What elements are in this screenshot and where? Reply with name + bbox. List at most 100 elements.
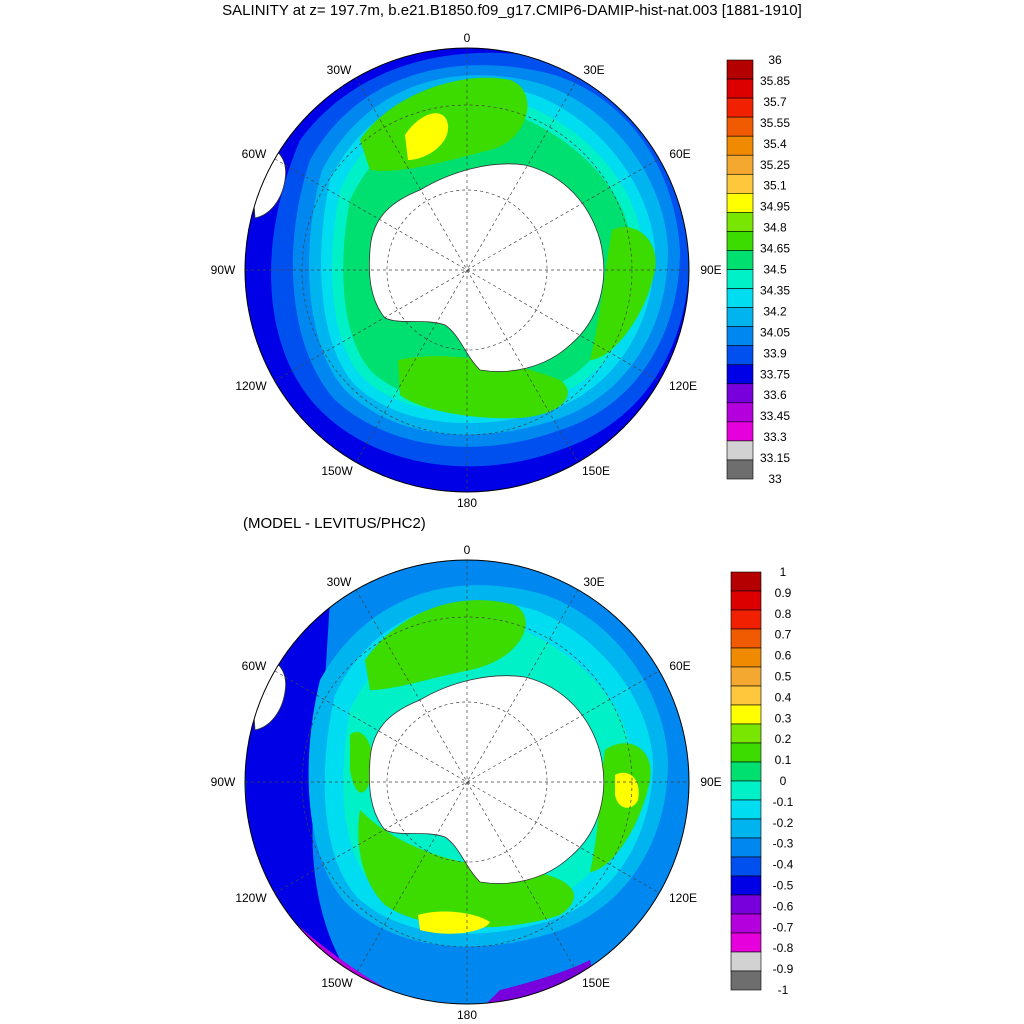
lon-label: 150W [321,464,353,478]
colorbar-swatch [726,288,754,308]
lon-label: 60W [242,147,267,161]
colorbar-swatch [730,970,762,991]
colorbar-swatch [730,666,762,687]
colorbar-label: -1 [778,983,789,997]
colorbar-label: 33.75 [760,367,790,381]
colorbar-label: 35.55 [760,116,790,130]
colorbar-label: -0.7 [773,920,794,934]
lon-label: 120E [669,379,697,393]
colorbar-swatch [730,590,762,611]
colorbar-swatch [730,761,762,782]
colorbar-swatch [730,913,762,934]
colorbar-label: 34.35 [760,283,790,297]
colorbar-label: 33.3 [763,430,787,444]
colorbar-swatch [730,856,762,877]
colorbar-label: 0.6 [775,649,792,663]
difference-map-panel: 0 30E 60E 90E 120E 150E 180 150W 120W 90… [211,543,794,1022]
salinity-field [245,48,689,492]
colorbar-label: 35.4 [763,137,787,151]
lon-label: 0 [464,31,471,45]
lon-label: 90E [700,263,721,277]
colorbar-swatch [726,383,754,404]
colorbar-label: 34.05 [760,325,790,339]
colorbar-swatch [730,609,762,630]
lon-label: 60W [242,659,267,673]
lon-label: 150E [582,464,610,478]
colorbar-swatch [726,250,754,270]
colorbar-swatch [726,78,754,99]
colorbar-label: 33.15 [760,451,790,465]
colorbar-swatch [730,647,762,668]
lon-label: 150E [582,976,610,990]
lon-label: 150W [321,976,353,990]
colorbar-label: -0.3 [773,837,794,851]
colorbar-swatch [726,345,754,366]
colorbar-label: 0 [780,774,787,788]
colorbar-swatch [730,818,762,839]
longitude-labels: 0 30E 60E 90E 120E 150E 180 150W 120W 90… [211,543,722,1022]
longitude-labels: 0 30E 60E 90E 120E 150E 180 150W 120W 90… [211,31,722,510]
colorbar-swatch [730,685,762,706]
colorbar-swatch [726,307,754,327]
colorbar-label: 34.95 [760,200,790,214]
colorbar-swatch [726,231,754,251]
colorbar-swatch [726,364,754,385]
colorbar-label: 34.2 [763,304,787,318]
colorbar-swatch [726,59,754,80]
lon-label: 180 [457,1008,477,1022]
colorbar-swatch [730,951,762,972]
colorbar-swatch [726,326,754,346]
lon-label: 60E [669,147,690,161]
colorbar-swatch [726,154,754,175]
colorbar-swatch [730,932,762,953]
colorbar-label: 0.8 [775,607,792,621]
colorbar-label: -0.8 [773,941,794,955]
colorbar-label: 35.25 [760,158,790,172]
colorbar-swatch [726,212,754,232]
colorbar-label: 0.1 [775,753,792,767]
figure-title: SALINITY at z= 197.7m, b.e21.B1850.f09_g… [222,2,802,19]
colorbar-swatch [730,704,762,725]
colorbar-label: 33.45 [760,409,790,423]
colorbar-label: -0.4 [773,858,794,872]
colorbar-swatch [726,459,754,480]
colorbar-label: 33.9 [763,346,787,360]
colorbar-swatch [730,875,762,896]
lon-label: 90E [700,775,721,789]
colorbar-swatch [726,173,754,194]
colorbar-label: -0.9 [773,962,794,976]
colorbar-swatch [726,193,754,213]
colorbar-swatch [730,723,762,744]
colorbar-label: -0.2 [773,816,794,830]
lon-label: 0 [464,543,471,557]
colorbar-label: -0.6 [773,899,794,913]
lon-label: 180 [457,496,477,510]
lon-label: 30E [583,63,604,77]
colorbar-swatch [726,269,754,289]
colorbar-swatch [726,421,754,442]
lon-label: 60E [669,659,690,673]
colorbar-label: 35.85 [760,74,790,88]
lon-label: 90W [211,775,236,789]
lon-label: 30E [583,575,604,589]
colorbar-label: 0.9 [775,586,792,600]
salinity-map-panel: 0 30E 60E 90E 120E 150E 180 150W 120W 90… [211,31,791,510]
colorbar-swatch [730,894,762,915]
colorbar-label: 33.6 [763,388,787,402]
colorbar-swatch [730,837,762,858]
colorbar-label: 36 [768,53,782,67]
colorbar-label: 34.5 [763,263,787,277]
colorbar-swatch [726,402,754,423]
colorbar-label: 33 [768,472,782,486]
colorbar-swatch [730,742,762,763]
lon-label: 30W [327,575,352,589]
colorbar-label: 0.5 [775,670,792,684]
colorbar-salinity: 36 35.85 35.7 35.55 35.4 35.25 35.1 34.95 34.8 34… [726,53,790,486]
lon-label: 90W [211,263,236,277]
colorbar-swatch [726,116,754,137]
colorbar-swatch [726,97,754,118]
colorbar-swatch [730,799,762,820]
lon-label: 120W [235,379,267,393]
colorbar-swatch [730,571,762,592]
colorbar-label: 0.4 [775,690,792,704]
